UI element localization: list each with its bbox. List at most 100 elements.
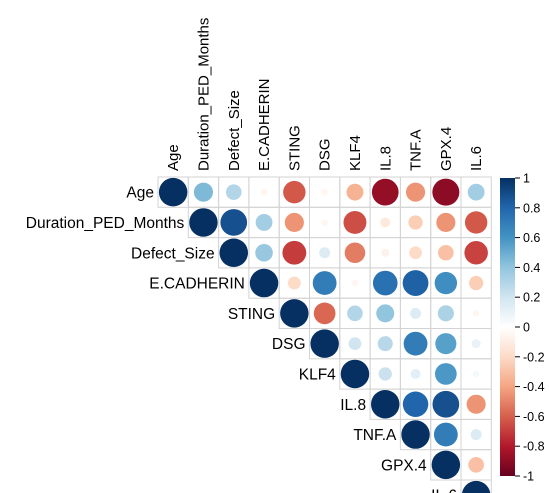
corr-circle-KLF4-KLF4 bbox=[340, 359, 370, 389]
corr-circle-Age-Defect_Size bbox=[225, 184, 242, 200]
row-label-GPX.4: GPX.4 bbox=[381, 457, 427, 474]
corr-circle-DSG-DSG bbox=[310, 329, 339, 358]
legend-tick-label: 0.8 bbox=[523, 201, 540, 215]
cell-layer bbox=[158, 177, 491, 493]
corr-circle-STING-IL.6 bbox=[472, 310, 480, 317]
corr-circle-IL.8-TNF.A bbox=[402, 391, 429, 417]
column-label-Age: Age bbox=[165, 144, 182, 171]
column-label-STING: STING bbox=[286, 125, 303, 171]
corr-circle-DSG-GPX.4 bbox=[435, 333, 457, 355]
corr-circle-Duration_PED_Months-GPX.4 bbox=[436, 212, 456, 233]
corr-circle-DSG-TNF.A bbox=[403, 331, 428, 356]
row-label-Duration_PED_Months: Duration_PED_Months bbox=[26, 215, 185, 232]
column-label-TNF.A: TNF.A bbox=[408, 129, 425, 171]
legend-tick-label: 0.6 bbox=[523, 231, 540, 245]
corr-circle-TNF.A-GPX.4 bbox=[433, 422, 458, 447]
corr-circle-Age-STING bbox=[283, 180, 306, 204]
grid-cell-10-10 bbox=[460, 479, 492, 493]
corr-circle-Age-GPX.4 bbox=[432, 178, 460, 206]
corr-circle-STING-TNF.A bbox=[410, 307, 422, 319]
color-legend: 1 0.8 0.6 0.4 0.2 0 -0.2 -0.4 -0.6 -0.8 -1 bbox=[500, 172, 545, 484]
corr-circle-GPX.4-GPX.4 bbox=[431, 450, 461, 480]
corr-circle-Duration_PED_Months-IL.6 bbox=[464, 211, 488, 234]
corr-circle-Defect_Size-GPX.4 bbox=[438, 244, 454, 261]
column-label-E.CADHERIN: E.CADHERIN bbox=[256, 78, 273, 171]
corr-circle-KLF4-IL.6 bbox=[472, 370, 480, 378]
legend-tick-label: -0.6 bbox=[523, 410, 545, 424]
column-label-KLF4: KLF4 bbox=[347, 135, 364, 171]
corr-circle-Age-E.CADHERIN bbox=[260, 188, 268, 196]
corr-circle-KLF4-IL.8 bbox=[378, 367, 392, 381]
corr-circle-STING-IL.8 bbox=[376, 304, 395, 323]
row-label-Defect_Size: Defect_Size bbox=[131, 245, 215, 262]
corr-circle-Defect_Size-TNF.A bbox=[409, 246, 422, 260]
corr-circle-TNF.A-TNF.A bbox=[401, 420, 430, 449]
column-label-IL.8: IL.8 bbox=[377, 146, 394, 171]
row-label-STING: STING bbox=[228, 306, 275, 323]
row-label-DSG: DSG bbox=[272, 336, 306, 353]
legend-tick-label: 0.4 bbox=[523, 261, 540, 275]
corr-circle-Defect_Size-E.CADHERIN bbox=[255, 243, 273, 262]
corr-circle-Duration_PED_Months-TNF.A bbox=[408, 215, 423, 230]
corr-circle-Defect_Size-IL.6 bbox=[464, 241, 488, 265]
corr-circle-Duration_PED_Months-DSG bbox=[321, 219, 328, 226]
legend-tick-label: -0.4 bbox=[523, 380, 545, 394]
corr-circle-Defect_Size-DSG bbox=[319, 247, 331, 259]
corr-circle-KLF4-TNF.A bbox=[410, 369, 421, 379]
corr-circle-Duration_PED_Months-KLF4 bbox=[343, 210, 367, 234]
corr-circle-Defect_Size-KLF4 bbox=[344, 242, 366, 264]
legend-tick-label: 0.2 bbox=[523, 291, 540, 305]
corr-circle-Defect_Size-Defect_Size bbox=[219, 238, 248, 267]
corr-circle-STING-GPX.4 bbox=[437, 305, 454, 322]
corr-circle-DSG-IL.8 bbox=[377, 336, 393, 352]
legend-tick-label: 1 bbox=[523, 172, 530, 186]
corr-circle-STING-STING bbox=[280, 299, 309, 328]
corr-circle-STING-DSG bbox=[313, 302, 336, 325]
corr-circle-TNF.A-IL.6 bbox=[470, 429, 482, 441]
legend-tick-label: -0.2 bbox=[523, 350, 545, 364]
corr-circle-IL.6-IL.6 bbox=[462, 480, 491, 493]
corr-circle-E.CADHERIN-KLF4 bbox=[351, 279, 359, 287]
corr-circle-E.CADHERIN-STING bbox=[287, 276, 301, 290]
corr-circle-E.CADHERIN-GPX.4 bbox=[434, 271, 458, 295]
column-labels: Age Duration_PED_Months Defect_Size E.CADHE… bbox=[165, 18, 485, 171]
corr-circle-Defect_Size-IL.8 bbox=[381, 248, 390, 257]
corr-circle-Duration_PED_Months-Duration_PED_Months bbox=[189, 208, 218, 237]
corr-circle-Age-TNF.A bbox=[405, 182, 426, 202]
corr-circle-E.CADHERIN-TNF.A bbox=[402, 270, 429, 296]
corr-circle-E.CADHERIN-IL.8 bbox=[372, 270, 398, 296]
corr-circle-DSG-IL.6 bbox=[471, 339, 481, 349]
corr-circle-Age-KLF4 bbox=[346, 183, 364, 201]
corr-circle-Defect_Size-STING bbox=[282, 240, 307, 265]
row-label-E.CADHERIN: E.CADHERIN bbox=[149, 276, 245, 293]
corr-circle-Duration_PED_Months-STING bbox=[284, 212, 304, 233]
corr-circle-STING-KLF4 bbox=[347, 305, 363, 322]
row-label-Age: Age bbox=[126, 185, 154, 202]
corr-circle-Age-Age bbox=[158, 177, 188, 207]
corr-circle-Age-IL.6 bbox=[467, 183, 485, 201]
corr-circle-IL.8-GPX.4 bbox=[432, 390, 460, 418]
corr-circle-KLF4-GPX.4 bbox=[435, 363, 457, 385]
row-label-IL.8: IL.8 bbox=[340, 397, 366, 414]
legend-color-bar bbox=[500, 178, 515, 476]
legend-tick-label: 0 bbox=[523, 321, 530, 335]
corr-circle-Duration_PED_Months-Defect_Size bbox=[220, 209, 248, 236]
column-label-Duration_PED_Months: Duration_PED_Months bbox=[195, 18, 212, 171]
corr-circle-Duration_PED_Months-E.CADHERIN bbox=[255, 214, 273, 231]
column-label-GPX.4: GPX.4 bbox=[438, 127, 455, 171]
corr-circle-IL.8-IL.8 bbox=[371, 390, 400, 419]
corr-circle-E.CADHERIN-IL.6 bbox=[469, 275, 484, 291]
corr-circle-E.CADHERIN-E.CADHERIN bbox=[249, 268, 279, 298]
corr-circle-IL.8-IL.6 bbox=[466, 394, 486, 414]
column-label-Defect_Size: Defect_Size bbox=[226, 90, 243, 171]
corr-circle-DSG-KLF4 bbox=[348, 337, 362, 351]
column-label-IL.6: IL.6 bbox=[468, 146, 485, 171]
grid-layer bbox=[157, 176, 492, 493]
row-labels: Age Duration_PED_Months Defect_Size E.CADHE… bbox=[26, 185, 457, 493]
column-label-DSG: DSG bbox=[317, 138, 334, 171]
legend-tick-label: -1 bbox=[523, 470, 534, 484]
row-label-IL.6: IL.6 bbox=[431, 488, 457, 493]
row-label-TNF.A: TNF.A bbox=[353, 427, 397, 444]
